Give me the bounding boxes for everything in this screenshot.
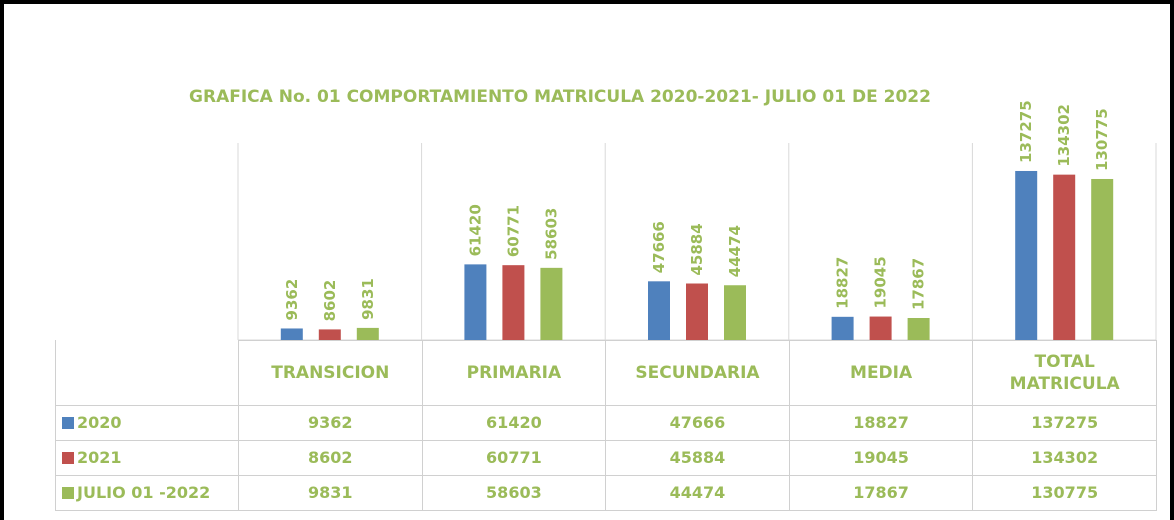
table-value: 61420 [421, 405, 607, 441]
legend-swatch [62, 452, 74, 464]
data-label: 18827 [834, 257, 852, 309]
table-value: 137275 [972, 405, 1157, 441]
bar [831, 316, 854, 340]
data-label: 47666 [650, 221, 668, 273]
table-value: 47666 [605, 405, 790, 441]
table-value: 18827 [788, 405, 974, 441]
legend-label: JULIO 01 -2022 [77, 483, 211, 502]
data-label: 61420 [466, 204, 484, 256]
data-label: 137275 [1017, 100, 1035, 163]
table-value: 19045 [788, 440, 974, 476]
bar [464, 264, 487, 340]
bar [686, 283, 708, 340]
bar [502, 265, 525, 340]
table-value: 44474 [605, 475, 790, 511]
bar [1091, 178, 1114, 340]
legend-entry: 2020 [55, 405, 239, 441]
bar [648, 281, 670, 340]
table-value: 134302 [972, 440, 1157, 476]
bar [1015, 170, 1038, 340]
table-value: 130775 [972, 475, 1157, 511]
legend-swatch [62, 487, 74, 499]
table-corner [55, 340, 239, 406]
table-value: 9831 [238, 475, 423, 511]
data-label: 19045 [872, 256, 890, 308]
table-value: 8602 [238, 440, 423, 476]
bar [724, 285, 746, 340]
data-label: 8602 [321, 280, 339, 322]
category-label: TRANSICION [238, 340, 423, 406]
bar [1053, 174, 1076, 340]
bar [318, 329, 341, 340]
data-label: 44474 [726, 225, 744, 277]
table-value: 9362 [238, 405, 423, 441]
bar [356, 327, 379, 340]
data-label: 45884 [688, 223, 706, 275]
legend-label: 2021 [77, 448, 122, 467]
bar [540, 267, 563, 340]
data-label: 60771 [504, 205, 522, 257]
bar [869, 316, 892, 340]
legend-label: 2020 [77, 413, 122, 432]
category-label: MEDIA [788, 340, 974, 406]
category-label: TOTAL MATRICULA [972, 340, 1157, 406]
table-value: 17867 [788, 475, 974, 511]
data-label: 9362 [283, 279, 301, 321]
table-value: 60771 [421, 440, 607, 476]
category-label: PRIMARIA [421, 340, 607, 406]
data-label: 130775 [1093, 108, 1111, 171]
chart-title: GRAFICA No. 01 COMPORTAMIENTO MATRICULA … [189, 87, 931, 107]
category-label: SECUNDARIA [605, 340, 790, 406]
data-label: 58603 [542, 208, 560, 260]
table-value: 45884 [605, 440, 790, 476]
data-label: 17867 [910, 258, 928, 310]
legend-swatch [62, 417, 74, 429]
legend-entry: JULIO 01 -2022 [55, 475, 239, 511]
legend-entry: 2021 [55, 440, 239, 476]
data-label: 9831 [359, 278, 377, 320]
bar [280, 328, 303, 340]
data-label: 134302 [1055, 104, 1073, 167]
bar [907, 318, 930, 340]
table-value: 58603 [421, 475, 607, 511]
